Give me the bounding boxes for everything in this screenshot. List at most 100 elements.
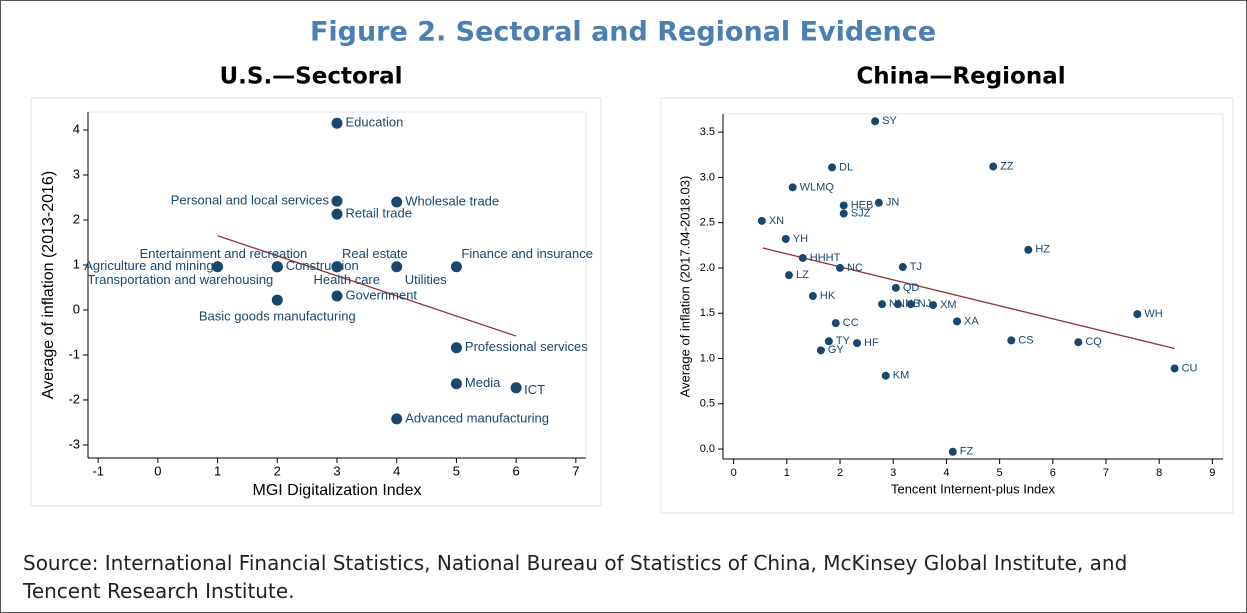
- y-tick-label: 2: [73, 211, 80, 226]
- point: [824, 337, 833, 346]
- point-label: Basic goods manufacturing: [199, 309, 356, 324]
- point: [839, 201, 848, 210]
- point: [212, 261, 224, 273]
- plot-area: [722, 113, 1224, 460]
- point: [929, 301, 938, 310]
- point-label: HZ: [1035, 244, 1050, 256]
- point: [953, 317, 962, 326]
- point-label: Media: [465, 375, 501, 390]
- x-tick-label: 2: [274, 463, 281, 478]
- y-tick-label: 0: [73, 301, 80, 316]
- point-label: Utilities: [405, 272, 447, 287]
- point: [331, 195, 343, 207]
- point-label: Personal and local services: [171, 193, 330, 208]
- point: [874, 198, 883, 207]
- point: [989, 162, 998, 171]
- point: [816, 346, 825, 355]
- x-tick-label: 9: [1209, 467, 1215, 479]
- point-label: JN: [886, 197, 900, 209]
- point-label: Retail trade: [346, 206, 412, 221]
- y-tick-label: -2: [68, 391, 80, 406]
- x-tick-label: 5: [453, 463, 460, 478]
- x-tick-label: 4: [943, 467, 949, 479]
- point: [784, 271, 793, 280]
- chart-title: China—Regional: [856, 64, 1065, 90]
- x-tick-label: 3: [890, 467, 896, 479]
- y-tick-label: 3.5: [700, 126, 715, 138]
- point: [839, 209, 848, 218]
- x-tick-label: 0: [154, 463, 161, 478]
- x-tick-label: 3: [333, 463, 340, 478]
- point: [391, 261, 403, 273]
- point-label: Government: [346, 287, 418, 302]
- point-label: HF: [864, 337, 879, 349]
- point: [798, 253, 807, 262]
- y-tick-label: 2.0: [700, 262, 715, 274]
- panel-frame: [660, 97, 1234, 514]
- y-tick-label: 0.0: [700, 443, 715, 455]
- y-tick-label: -1: [68, 346, 80, 361]
- point-label: CC: [843, 317, 859, 329]
- x-tick-label: 2: [837, 467, 843, 479]
- point-label: XA: [964, 315, 979, 327]
- y-axis-label: Average of inflation (2017.04-2018.03): [677, 176, 692, 398]
- x-tick-label: 7: [572, 463, 579, 478]
- point: [881, 371, 890, 380]
- point-label: WLMQ: [800, 181, 835, 193]
- fit-line: [217, 235, 517, 337]
- point: [331, 117, 343, 129]
- x-tick-label: 5: [997, 467, 1003, 479]
- point: [906, 300, 915, 309]
- point-label: GY: [828, 344, 845, 356]
- point-label: Education: [346, 115, 404, 130]
- y-tick-label: 0.5: [700, 398, 715, 410]
- point-label: ICT: [524, 382, 545, 397]
- point: [808, 292, 817, 301]
- point: [450, 261, 462, 273]
- point: [391, 413, 403, 425]
- point-label: TJ: [910, 261, 922, 273]
- point: [450, 378, 462, 390]
- point: [510, 382, 522, 394]
- y-tick-label: 1.5: [700, 307, 715, 319]
- point-label: CS: [1018, 334, 1033, 346]
- point-label: SJZ: [851, 208, 871, 220]
- x-tick-label: 6: [513, 463, 520, 478]
- x-axis-label: MGI Digitalization Index: [253, 482, 422, 499]
- point: [1007, 336, 1016, 345]
- point: [271, 294, 283, 306]
- point-label: LZ: [796, 269, 809, 281]
- plot-area: [87, 111, 587, 459]
- point: [1074, 338, 1083, 347]
- x-tick-label: -1: [92, 463, 104, 478]
- point: [788, 183, 797, 192]
- point: [331, 261, 343, 273]
- point: [331, 208, 343, 220]
- point-label: Finance and insurance: [461, 246, 593, 261]
- point: [757, 216, 766, 225]
- point-label: TY: [836, 335, 851, 347]
- y-tick-label: -3: [68, 436, 80, 451]
- point-label: HHHT: [810, 252, 841, 264]
- fit-line: [762, 247, 1175, 350]
- point-label: XN: [769, 215, 784, 227]
- point-label: NC: [847, 262, 863, 274]
- point-label: HEB: [851, 199, 874, 211]
- point-label: XM: [940, 299, 957, 311]
- y-tick-label: 4: [73, 121, 80, 136]
- point: [898, 263, 907, 272]
- figure-title: Figure 2. Sectoral and Regional Evidence: [310, 17, 936, 48]
- point-label: Entertainment and recreation: [140, 246, 308, 261]
- y-tick-label: 1.0: [700, 352, 715, 364]
- point-label: Real estate: [342, 246, 408, 261]
- y-tick-label: 3: [73, 166, 80, 181]
- point: [331, 290, 343, 302]
- point-label: SY: [882, 115, 897, 127]
- source-note: Source: International Financial Statisti…: [23, 551, 1128, 603]
- x-tick-label: 4: [393, 463, 400, 478]
- point-label: Transportation and warehousing: [87, 272, 273, 287]
- y-tick-label: 2.5: [700, 217, 715, 229]
- point-label: YH: [793, 233, 808, 245]
- x-tick-label: 1: [784, 467, 790, 479]
- x-tick-label: 6: [1050, 467, 1056, 479]
